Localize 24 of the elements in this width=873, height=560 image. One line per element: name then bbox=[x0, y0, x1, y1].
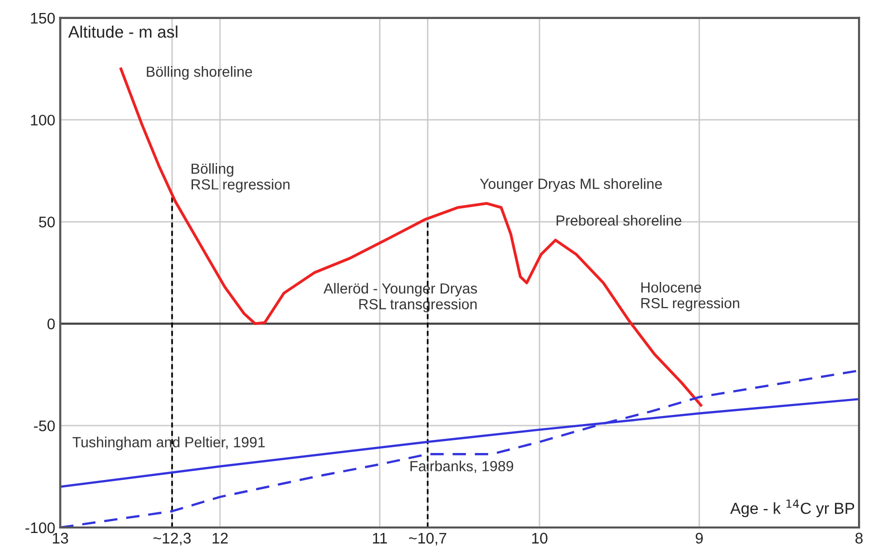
x-tick-label: 11 bbox=[372, 532, 387, 544]
x-tick-label: 8 bbox=[855, 532, 863, 544]
annotation: Younger Dryas ML shoreline bbox=[480, 178, 662, 192]
x-tick-label: 13 bbox=[52, 532, 68, 544]
series-label: Fairbanks, 1989 bbox=[410, 460, 514, 474]
y-tick-label: 150 bbox=[31, 12, 55, 24]
y-tick-label: 50 bbox=[38, 216, 55, 228]
x-tick-label: ~10,7 bbox=[409, 532, 446, 546]
y-tick-label: -100 bbox=[25, 522, 55, 534]
x-tick-label: 10 bbox=[532, 532, 548, 544]
y-axis-title: Altitude - m asl bbox=[68, 26, 178, 38]
annotation: Alleröd - Younger Dryas RSL transgression bbox=[324, 282, 478, 312]
x-tick-label: 9 bbox=[696, 532, 703, 544]
x-axis-title: Age - k $^{14}$C yr BP bbox=[730, 500, 854, 518]
x-tick-label: ~12,3 bbox=[153, 532, 191, 546]
y-tick-label: 100 bbox=[31, 114, 55, 126]
y-tick-label: 0 bbox=[47, 318, 55, 330]
annotation: Bölling RSL regression bbox=[192, 163, 290, 192]
series-label: Tushingham and Peltier, 1991 bbox=[72, 436, 265, 450]
y-tick-label: -50 bbox=[34, 420, 55, 432]
x-tick-label: 12 bbox=[212, 532, 228, 544]
annotation: Holocene RSL regression bbox=[641, 282, 740, 312]
annotation: Preboreal shoreline bbox=[556, 214, 682, 226]
annotation: Bölling shoreline bbox=[146, 66, 252, 80]
